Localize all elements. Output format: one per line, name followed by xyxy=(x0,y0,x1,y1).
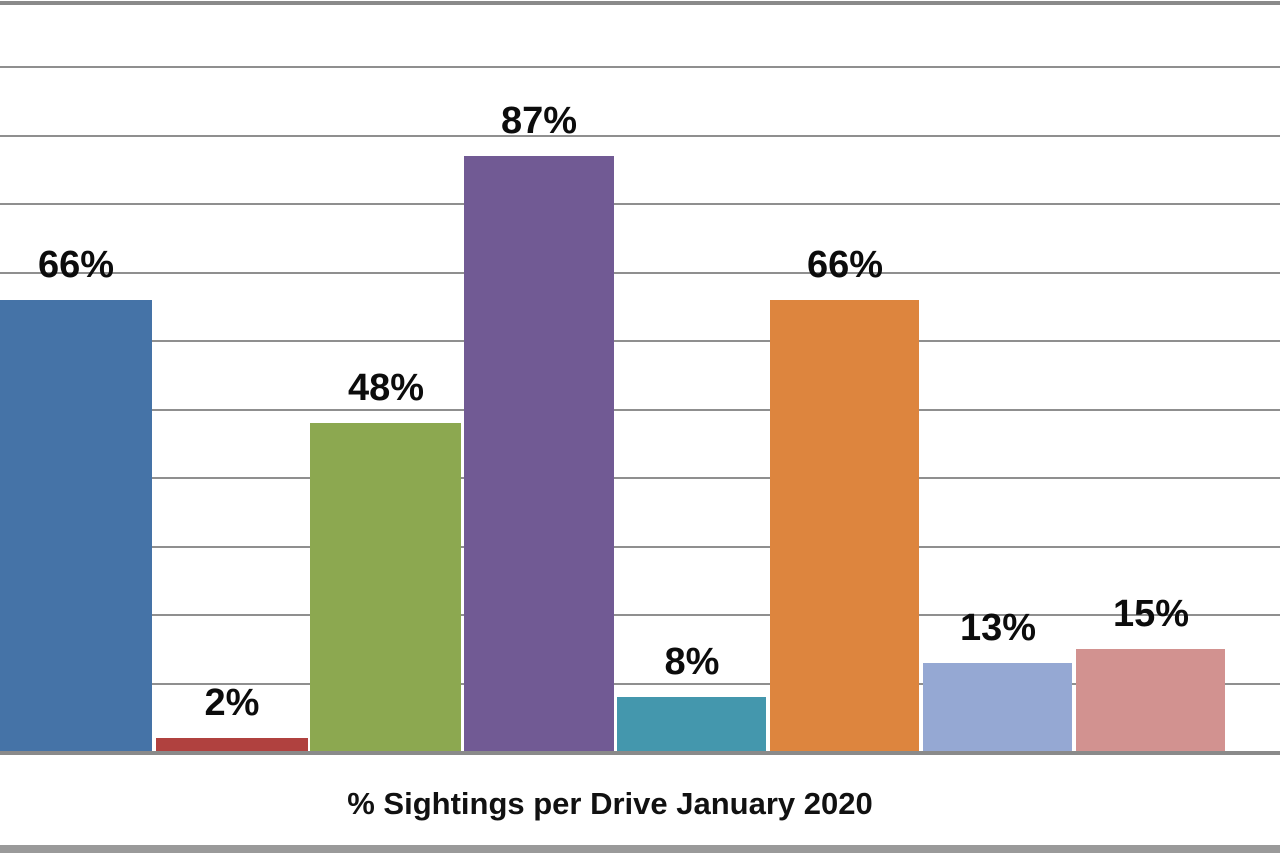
bar-2 xyxy=(156,738,308,752)
bar-8 xyxy=(1076,649,1225,752)
gridline xyxy=(0,66,1280,68)
bar-value-label-7: 13% xyxy=(959,607,1037,649)
bar-value-label-1: 66% xyxy=(37,244,115,286)
gridline xyxy=(0,135,1280,137)
gridline xyxy=(0,409,1280,411)
bar-value-label-2: 2% xyxy=(204,682,260,724)
plot-area: 66% 2% 48% 87% 8% 66% 13% 15% xyxy=(0,66,1280,752)
gridline xyxy=(0,683,1280,685)
gridline xyxy=(0,272,1280,274)
gridline xyxy=(0,477,1280,479)
bar-6 xyxy=(770,300,919,752)
chart-title: % Sightings per Drive January 2020 xyxy=(347,786,873,821)
chart-top-border xyxy=(0,1,1280,5)
chart-bottom-border xyxy=(0,845,1280,853)
bar-7 xyxy=(923,663,1072,752)
bar-1 xyxy=(0,300,152,752)
bar-value-label-5: 8% xyxy=(664,641,720,683)
gridline xyxy=(0,546,1280,548)
x-axis-line xyxy=(0,751,1280,755)
gridline xyxy=(0,203,1280,205)
bar-value-label-8: 15% xyxy=(1112,593,1190,635)
gridline xyxy=(0,340,1280,342)
bar-4 xyxy=(464,156,614,752)
bar-value-label-6: 66% xyxy=(806,244,884,286)
gridline xyxy=(0,614,1280,616)
bar-3 xyxy=(310,423,461,752)
bar-5 xyxy=(617,697,766,752)
bar-value-label-4: 87% xyxy=(500,100,578,142)
bar-value-label-3: 48% xyxy=(347,367,425,409)
